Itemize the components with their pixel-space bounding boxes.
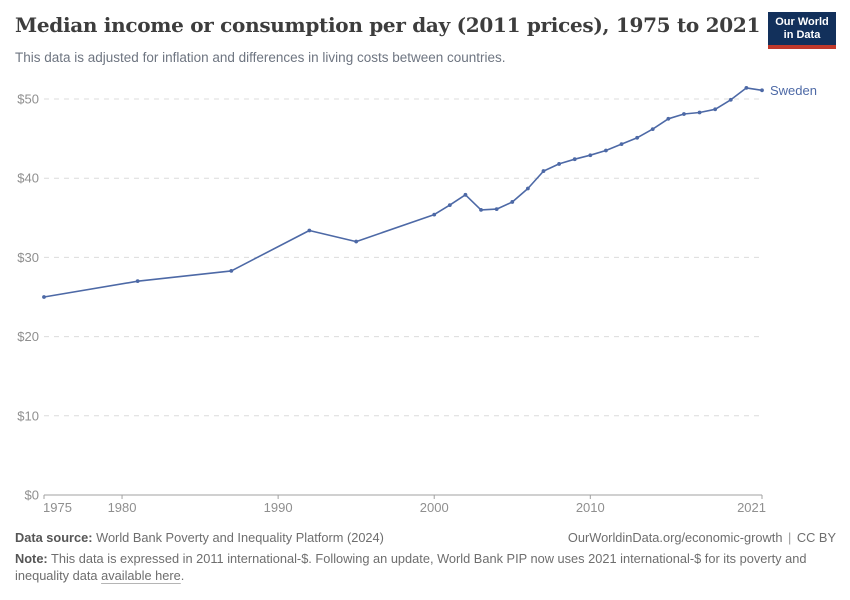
data-point	[479, 207, 483, 212]
available-here-link[interactable]: available here	[101, 568, 181, 583]
y-tick-label: $30	[17, 250, 39, 265]
x-tick-label: 1975	[43, 500, 72, 515]
data-point	[744, 86, 749, 90]
data-point	[42, 295, 46, 299]
owid-logo-line2: in Data	[783, 29, 821, 41]
chart-area: $0 $10 $20 $30 $40 $50 1975 1980 1990 2000 2010 202…	[0, 75, 850, 520]
owid-url-link[interactable]: OurWorldinData.org/economic-growth	[567, 530, 783, 545]
data-point	[307, 228, 312, 233]
license-badge: CC BY	[796, 530, 836, 545]
data-point	[463, 192, 468, 197]
data-source-text: World Bank Poverty and Inequality Platfo…	[96, 530, 384, 545]
y-tick-label: $40	[17, 171, 39, 186]
data-point	[728, 97, 733, 102]
attribution-divider: |	[784, 530, 795, 545]
y-tick-label: $0	[25, 488, 39, 503]
data-point	[525, 186, 530, 191]
y-tick-label: $50	[17, 92, 39, 107]
data-point	[229, 268, 234, 273]
note-text: This data is expressed in 2011 internati…	[15, 551, 807, 583]
data-point	[635, 135, 640, 140]
data-point	[588, 153, 593, 158]
data-point	[494, 207, 499, 211]
x-tick-label: 1980	[108, 500, 137, 515]
footer-source-row: Data source: World Bank Poverty and Ineq…	[15, 529, 836, 546]
x-tick-label: 1990	[264, 500, 293, 515]
x-tick-label: 2021	[737, 500, 766, 515]
x-tick-label: 2010	[576, 500, 605, 515]
data-point	[557, 162, 561, 166]
owid-logo[interactable]: Our World in Data	[768, 12, 836, 49]
data-point	[510, 200, 515, 204]
line-chart: $0 $10 $20 $30 $40 $50 1975 1980 1990 2000 2010 202…	[17, 83, 817, 515]
note-label: Note:	[15, 551, 48, 566]
data-point	[572, 157, 577, 162]
data-point	[604, 148, 608, 153]
data-point	[713, 107, 718, 112]
data-point	[760, 88, 764, 93]
series-label-sweden[interactable]: Sweden	[770, 83, 817, 98]
data-point	[650, 127, 655, 131]
data-point	[682, 112, 686, 116]
data-point	[697, 110, 702, 115]
data-point	[541, 169, 546, 173]
footer-attribution: OurWorldinData.org/economic-growth | CC …	[568, 529, 836, 546]
owid-logo-text: Our World in Data	[768, 12, 836, 45]
data-point	[135, 279, 140, 284]
data-point	[447, 203, 452, 208]
x-tick-label: 2000	[420, 500, 449, 515]
data-point	[354, 239, 359, 244]
note-suffix: .	[180, 568, 185, 583]
data-source-label: Data source:	[15, 530, 93, 545]
owid-logo-red-strip	[768, 45, 836, 49]
y-tick-label: $10	[17, 408, 39, 423]
data-source: Data source: World Bank Poverty and Ineq…	[15, 529, 384, 546]
chart-footer: Data source: World Bank Poverty and Ineq…	[15, 529, 836, 584]
y-tick-label: $20	[17, 329, 39, 344]
data-point	[619, 142, 624, 147]
chart-subtitle: This data is adjusted for inflation and …	[15, 50, 506, 65]
owid-logo-line1: Our World	[775, 16, 829, 28]
footer-note: Note: This data is expressed in 2011 int…	[15, 550, 836, 584]
series-line-sweden	[43, 87, 763, 298]
page-title: Median income or consumption per day (20…	[15, 13, 761, 37]
data-point	[432, 212, 437, 217]
data-point	[666, 116, 671, 121]
